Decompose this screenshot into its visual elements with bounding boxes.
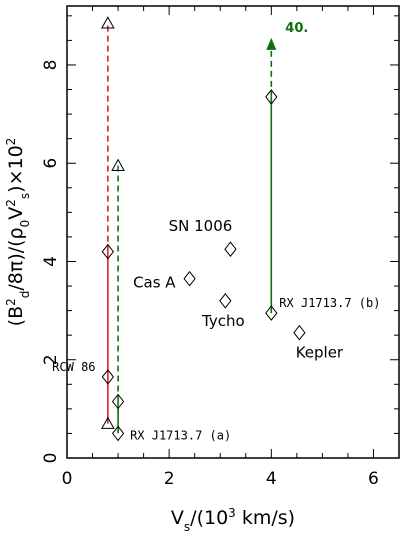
point-label: RX J1713.7 (b) [279,296,380,310]
point-label: RCW 86 [52,360,95,374]
triangle-marker [101,416,115,429]
diamond-marker [111,425,125,442]
x-tick-label: 0 [62,469,73,489]
y-tick-label: 0 [41,453,61,464]
data-segments [107,23,277,434]
diamond-marker [224,241,237,258]
diamond-marker [101,369,114,385]
x-axis-title: Vs/(103 km/s) [171,506,295,533]
y-axis-title: (B2d/8π)/(ρ0V2s)×102 [4,138,32,327]
point-label: Tycho [201,312,245,330]
point-label: Kepler [296,344,344,362]
diamond-marker [265,89,278,105]
x-tick-label: 6 [368,469,379,489]
y-tick-label: 8 [41,60,61,71]
triangle-marker [111,158,125,171]
x-tick-label: 4 [266,469,277,489]
axis-titles: Vs/(103 km/s) (B2d/8π)/(ρ0V2s)×102 [4,138,295,533]
diamond-marker [101,243,114,260]
diamond-marker [293,324,306,341]
y-tick-label: 4 [41,256,61,267]
triangle-marker [101,16,115,29]
diamond-marker [111,393,125,410]
point-labels: SN 1006 Cas A Tycho Kepler RX J1713.7 (b) RCW… [52,21,380,443]
y-tick-label: 6 [41,158,61,169]
point-label: SN 1006 [169,217,233,235]
data-markers [101,16,306,442]
arrow-value-label: 40. [285,21,308,36]
axis-ticks: 0 2 4 6 0 2 4 6 8 [41,6,399,489]
x-tick-label: 2 [164,469,175,489]
y-tick-label: 2 [41,354,61,365]
diamond-marker [265,305,278,321]
diamond-marker [219,292,232,309]
arrow-head-icon [266,37,277,50]
plot-frame [66,5,400,459]
point-label: RX J1713.7 (a) [130,428,231,442]
diamond-marker [183,270,196,287]
point-label: Cas A [133,274,176,292]
